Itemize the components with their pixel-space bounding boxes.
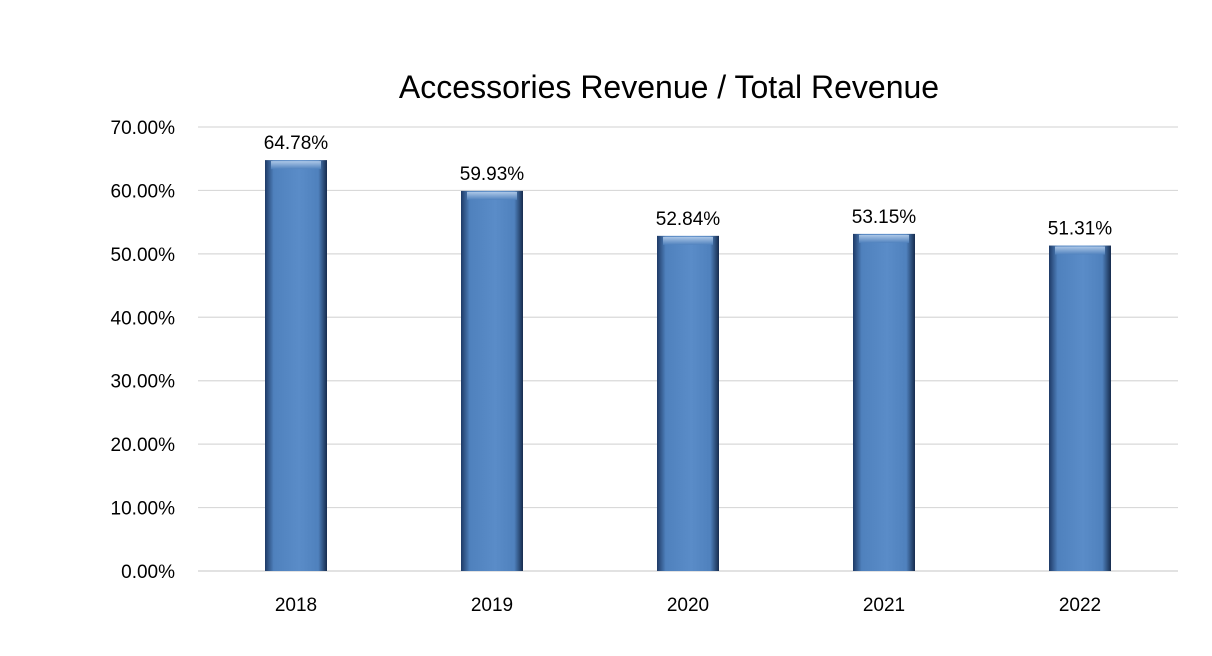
data-label: 52.84%: [656, 209, 721, 230]
y-tick-label: 60.00%: [111, 181, 176, 202]
x-tick-label: 2020: [667, 595, 709, 616]
bar-highlight: [663, 236, 713, 245]
x-tick-label: 2019: [471, 595, 513, 616]
data-label: 53.15%: [852, 207, 917, 228]
y-axis-tick-labels: 0.00% 10.00% 20.00% 30.00% 40.00% 50.00% 60.00…: [111, 118, 176, 583]
y-tick-label: 20.00%: [111, 435, 176, 456]
bar-body: [265, 160, 327, 571]
data-label: 64.78%: [264, 133, 329, 154]
bar: [265, 160, 327, 571]
bar-body: [853, 233, 915, 571]
bar-body: [1049, 245, 1111, 571]
y-tick-label: 50.00%: [111, 245, 176, 266]
x-tick-label: 2022: [1059, 595, 1101, 616]
y-tick-label: 30.00%: [111, 372, 176, 393]
bar: [657, 235, 719, 571]
x-axis-tick-labels: 2018 2019 2020 2021 2022: [275, 595, 1101, 616]
bar: [853, 233, 915, 571]
bar-body: [461, 190, 523, 572]
bar-highlight: [1055, 246, 1105, 255]
y-tick-label: 40.00%: [111, 308, 176, 329]
data-label: 59.93%: [460, 164, 525, 185]
bar-highlight: [271, 161, 321, 170]
y-tick-label: 10.00%: [111, 499, 176, 520]
x-tick-label: 2021: [863, 595, 905, 616]
data-label: 51.31%: [1048, 219, 1113, 240]
y-tick-label: 0.00%: [121, 562, 175, 583]
bar-body: [657, 235, 719, 571]
bars: [265, 160, 1111, 572]
x-tick-label: 2018: [275, 595, 317, 616]
data-labels: 64.78% 59.93% 52.84% 53.15% 51.31%: [264, 133, 1113, 239]
bar-highlight: [467, 191, 517, 200]
bar: [461, 190, 523, 572]
bar: [1049, 245, 1111, 571]
chart-title: Accessories Revenue / Total Revenue: [399, 69, 939, 105]
y-tick-label: 70.00%: [111, 118, 176, 139]
bar-highlight: [859, 234, 909, 243]
